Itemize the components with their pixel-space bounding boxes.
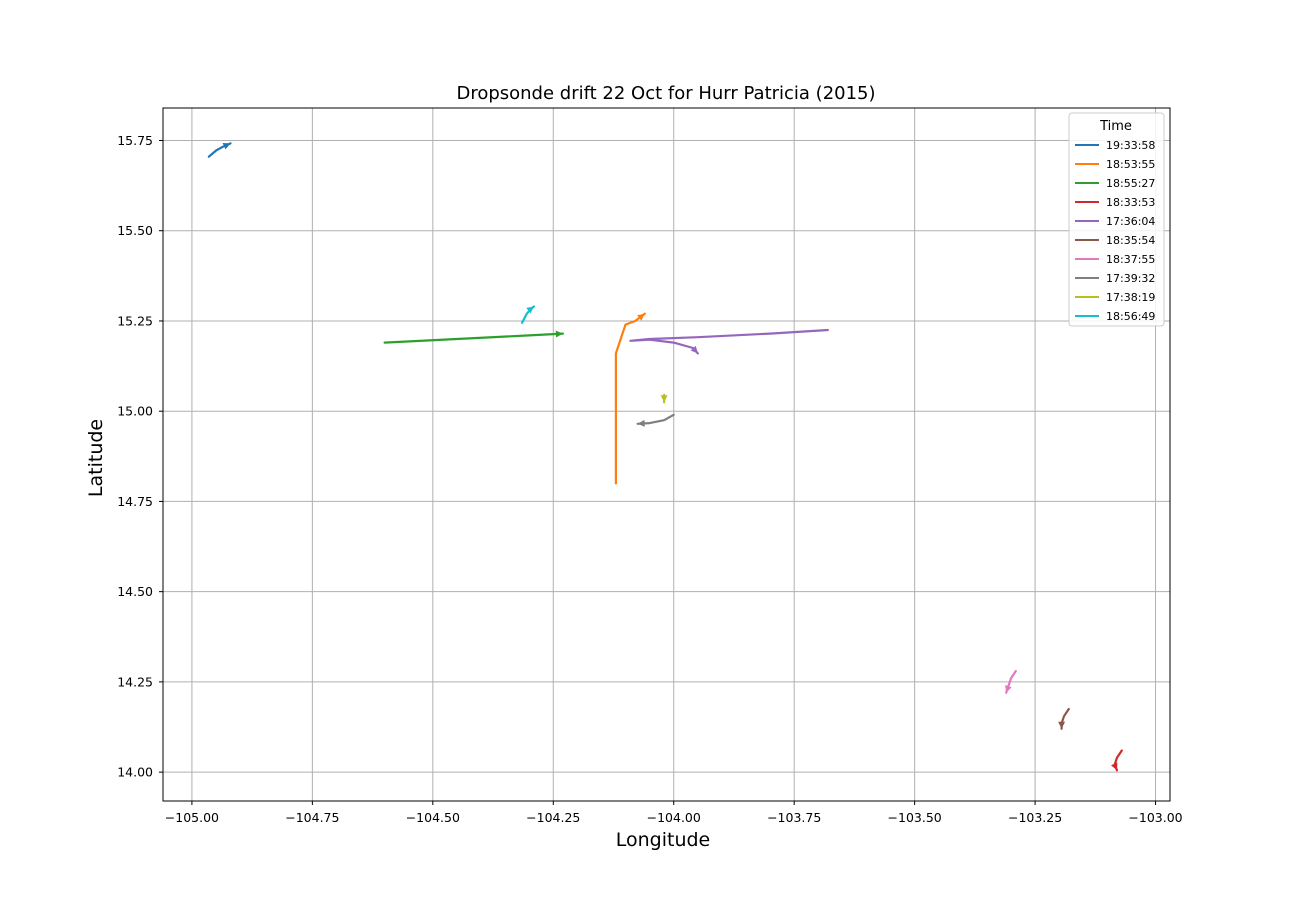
- y-tick-label: 14.50: [117, 584, 153, 599]
- legend-entry-label: 17:36:04: [1106, 215, 1155, 228]
- x-tick-label: −104.75: [285, 810, 339, 825]
- series-arrowhead: [637, 313, 645, 321]
- series-line-185527: [383, 332, 564, 344]
- legend-entry-label: 18:35:54: [1106, 234, 1155, 247]
- series-arrowhead: [222, 143, 231, 150]
- y-tick-label: 15.25: [117, 313, 153, 328]
- legend-box: [1068, 112, 1165, 327]
- x-tick-label: −103.75: [767, 810, 821, 825]
- legend-entry-label: 18:53:55: [1106, 158, 1155, 171]
- x-tick-label: −103.00: [1128, 810, 1182, 825]
- series-layer: [207, 142, 1123, 772]
- series-arrowhead: [637, 419, 645, 427]
- y-axis-title: Latitude: [85, 419, 107, 497]
- y-tick-label: 14.25: [117, 674, 153, 689]
- series-line-173604: [629, 328, 829, 355]
- series-arrowhead: [1111, 762, 1118, 771]
- chart-title: Dropsonde drift 22 Oct for Hurr Patricia…: [456, 83, 875, 104]
- series-arrowhead: [1005, 685, 1012, 693]
- x-axis-title: Longitude: [616, 829, 711, 851]
- x-tick-label: −104.00: [647, 810, 701, 825]
- plot-frame: [162, 107, 1171, 802]
- legend-entry-label: 18:56:49: [1106, 310, 1155, 323]
- y-axis-ticks: 14.00 14.25 14.50 14.75 15.00 15.25 15.50 15.75: [117, 133, 163, 780]
- legend-entry-label: 18:37:55: [1106, 253, 1155, 266]
- y-tick-label: 15.00: [117, 404, 153, 419]
- series-arrowhead: [660, 395, 668, 403]
- x-tick-label: −104.25: [526, 810, 580, 825]
- legend-title: Time: [1099, 119, 1132, 134]
- y-tick-label: 14.75: [117, 494, 153, 509]
- y-tick-label: 14.00: [117, 765, 153, 780]
- x-tick-label: −105.00: [165, 810, 219, 825]
- legend-entry-label: 18:55:27: [1106, 177, 1155, 190]
- legend-entry-label: 17:39:32: [1106, 272, 1155, 285]
- y-tick-label: 15.75: [117, 133, 153, 148]
- series-arrowhead: [1058, 721, 1066, 729]
- x-axis-ticks: −105.00 −104.75 −104.50 −104.25 −104.00 −103.…: [165, 801, 1183, 825]
- series-arrowhead: [690, 345, 698, 354]
- x-tick-label: −103.50: [888, 810, 942, 825]
- x-tick-label: −104.50: [406, 810, 460, 825]
- series-line-185355: [614, 312, 646, 485]
- legend-entry-label: 19:33:58: [1106, 139, 1155, 152]
- x-tick-label: −103.25: [1008, 810, 1062, 825]
- series-arrowhead: [555, 330, 563, 338]
- legend: Time 19:33:58 18:53:55 18:55:27 18:33:53 17:…: [1068, 112, 1165, 327]
- series-arrowhead: [526, 306, 534, 314]
- legend-entry-label: 17:38:19: [1106, 291, 1155, 304]
- legend-entry-label: 18:33:53: [1106, 196, 1155, 209]
- y-tick-label: 15.50: [117, 223, 153, 238]
